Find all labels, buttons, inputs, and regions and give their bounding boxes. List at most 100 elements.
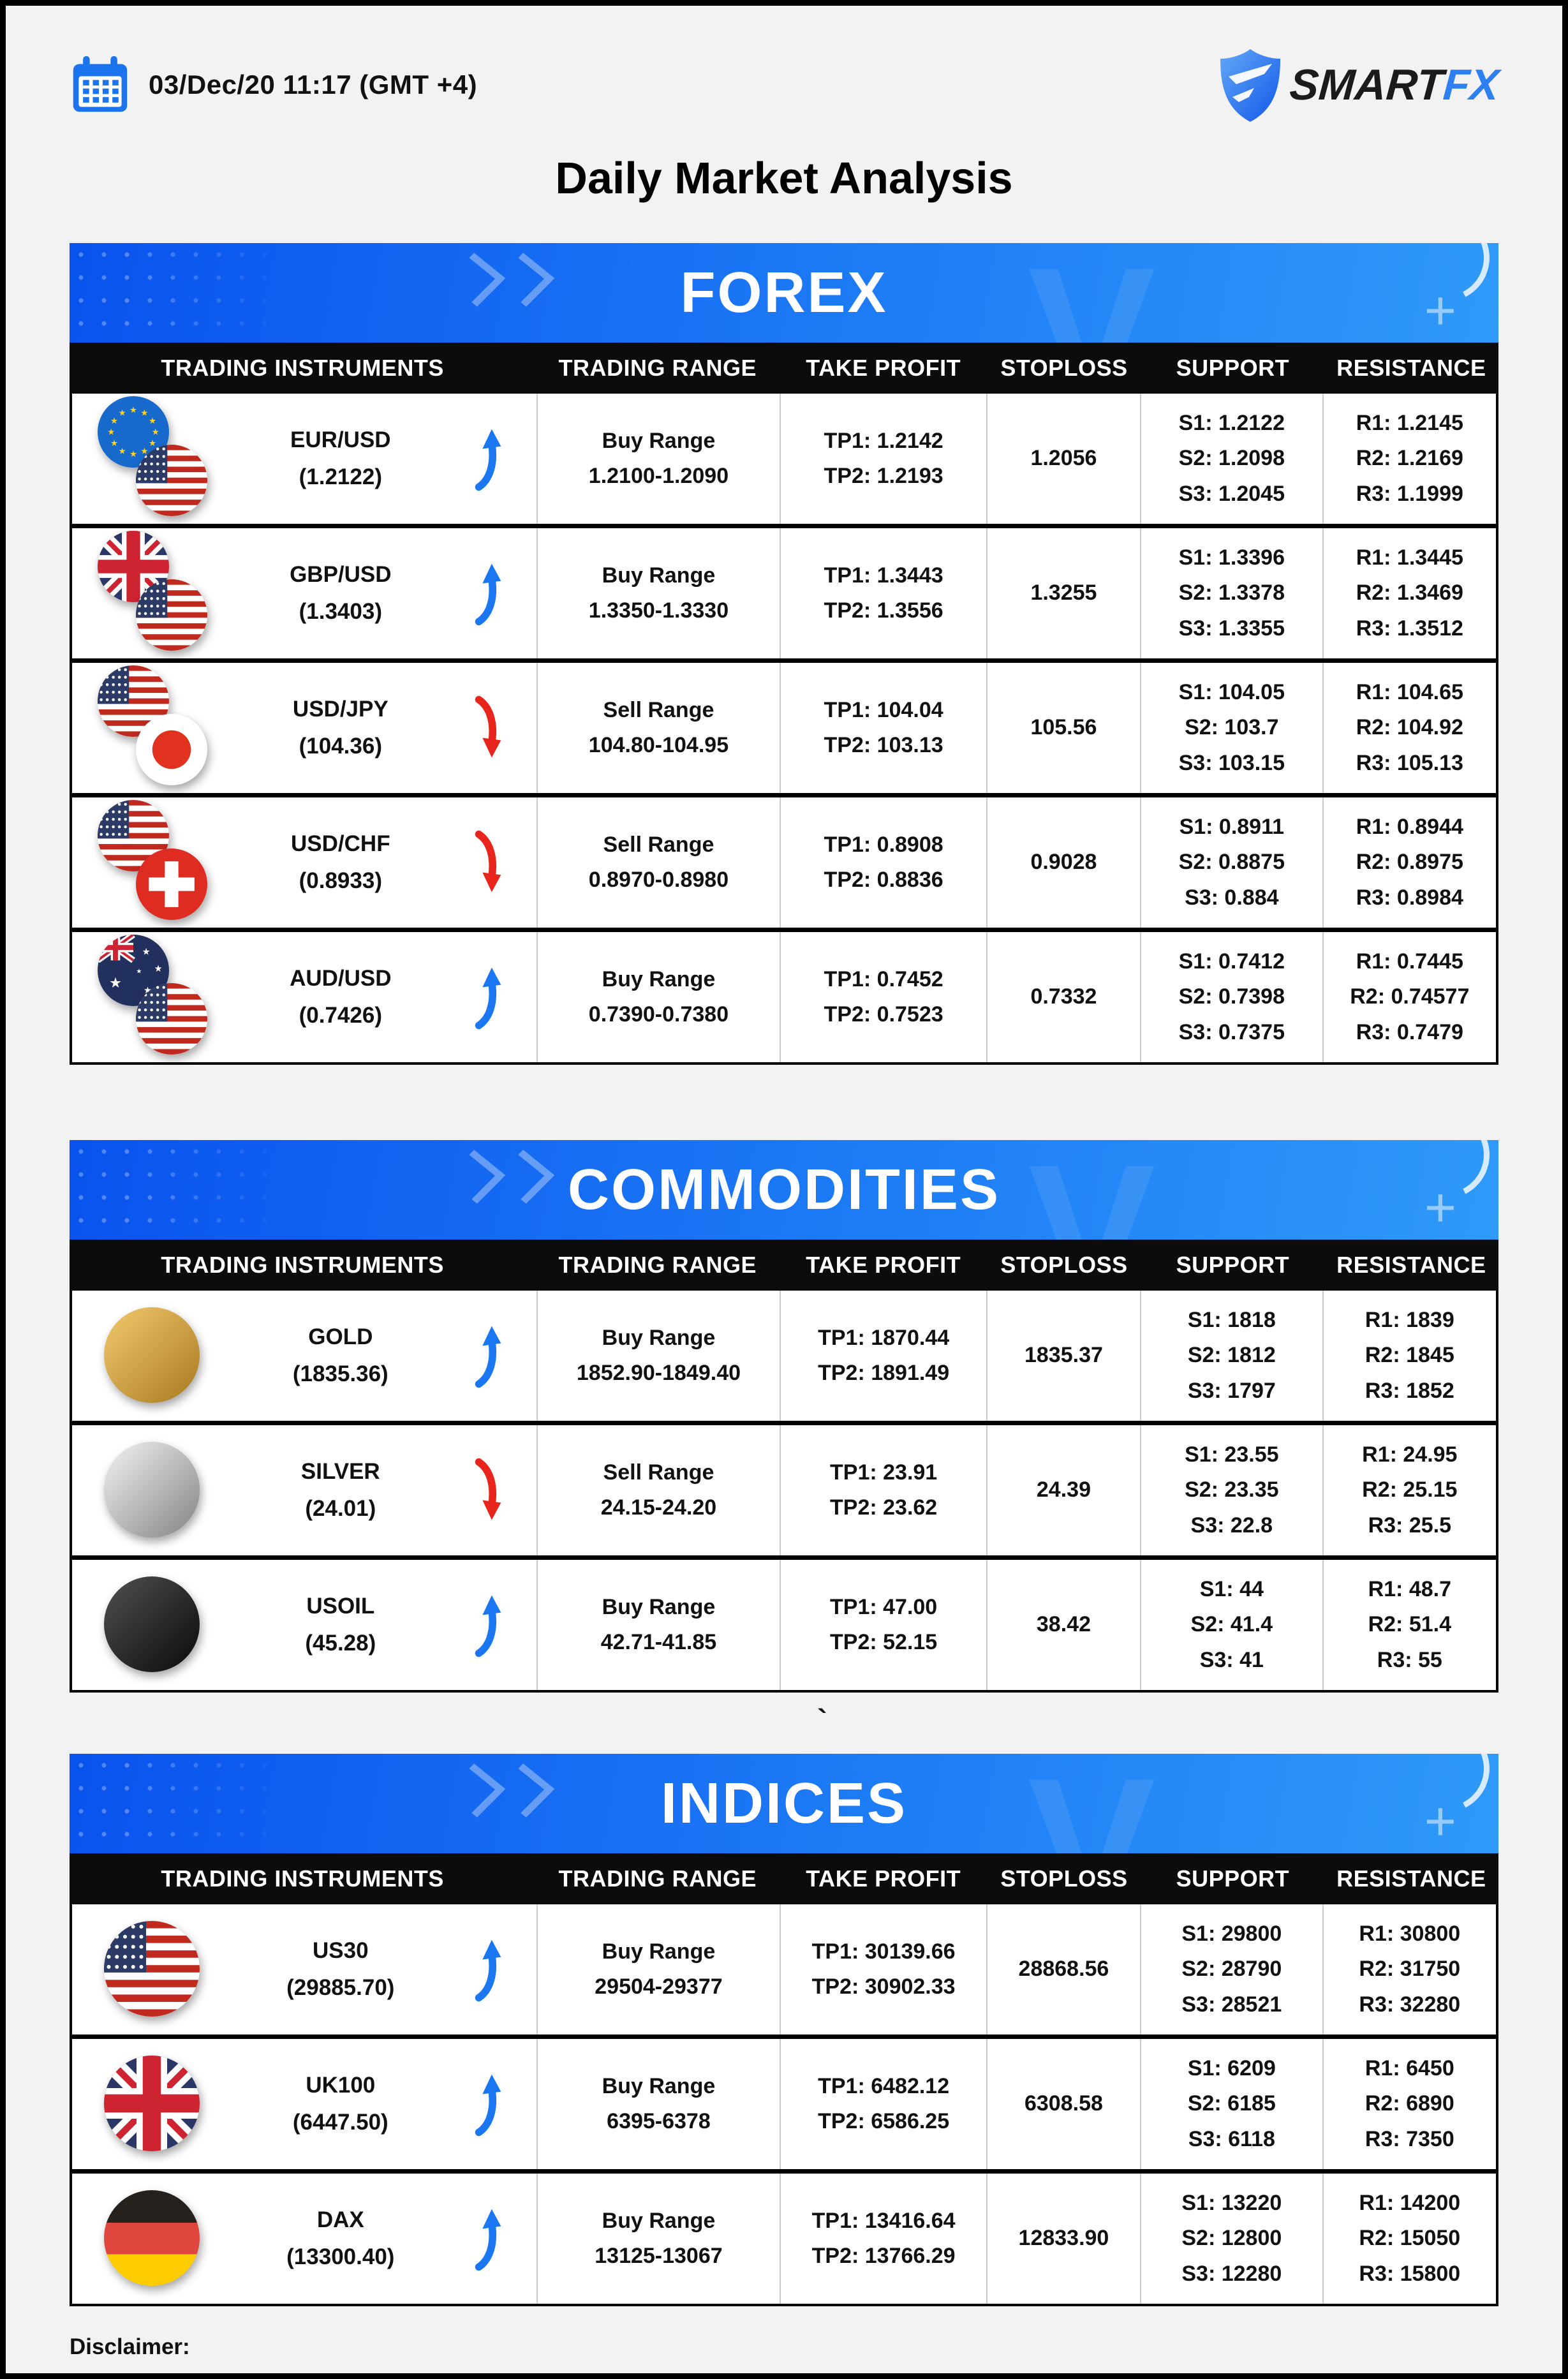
svg-text:★: ★ (152, 427, 159, 436)
instrument-cell: GBP/USD (1.3403) (72, 528, 536, 658)
column-header-stoploss: STOPLOSS (1000, 355, 1128, 381)
up-arrow-icon (470, 2068, 507, 2140)
instrument-name: GBP/USD (290, 561, 392, 587)
resistance-cell: R1: 6450 R2: 6890 R3: 7350 (1322, 2039, 1496, 2169)
us-flag-icon (98, 800, 169, 871)
svg-text:★: ★ (107, 427, 115, 436)
take-profit-line: TP1: 0.8908 (824, 832, 943, 857)
up-arrow-icon (470, 422, 507, 495)
uk-flag-icon (104, 2056, 200, 2151)
table-body: US30 (29885.70) Buy Range 29504-29377 TP1: 3… (70, 1904, 1498, 2306)
plus-decor (1424, 1176, 1456, 1240)
stoploss-value: 1835.37 (1024, 1343, 1103, 1368)
stoploss-cell: 24.39 (986, 1425, 1140, 1555)
range-value: 0.8970-0.8980 (588, 868, 729, 892)
table-header: TRADING INSTRUMENTS TRADING RANGE TAKE PRO… (70, 1240, 1498, 1291)
support-cell: S1: 23.55 S2: 23.35 S3: 22.8 (1139, 1425, 1322, 1555)
instrument-name: AUD/USD (290, 965, 392, 991)
svg-text:★: ★ (140, 408, 148, 417)
column-header-trading-range: TRADING RANGE (558, 1865, 757, 1892)
support-line: S2: 0.8875 (1178, 850, 1285, 875)
dots-pattern-decor (70, 1140, 286, 1240)
trading-range-cell: Buy Range 42.71-41.85 (536, 1560, 780, 1690)
resistance-line: R1: 24.95 (1362, 1442, 1458, 1467)
resistance-line: R2: 25.15 (1362, 1478, 1458, 1502)
instrument-name-block: USD/JPY (104.36) (211, 697, 470, 760)
page-title: Daily Market Analysis (555, 153, 1013, 203)
us-flag-icon (104, 1921, 200, 2017)
resistance-line: R2: 31750 (1359, 1957, 1461, 1982)
take-profit-line: TP2: 30902.33 (811, 1975, 956, 1999)
range-value: 104.80-104.95 (588, 733, 729, 757)
commodities-section: COMMODITIES TRADING INSTRUMENTS TRADING R… (70, 1140, 1498, 1693)
support-line: S3: 103.15 (1178, 750, 1285, 775)
instrument-name-block: GOLD (1835.36) (211, 1324, 470, 1388)
table-row-silver: SILVER (24.01) Sell Range 24.15-24.20 TP1: 2… (72, 1425, 1496, 1560)
svg-text:★: ★ (140, 446, 148, 456)
instrument-name-block: US30 (29885.70) (211, 1938, 470, 2001)
take-profit-line: TP1: 0.7452 (824, 967, 943, 991)
range-value: 24.15-24.20 (600, 1495, 717, 1520)
trading-range-cell: Buy Range 13125-13067 (536, 2174, 780, 2304)
up-arrow-icon (470, 1589, 507, 1661)
instrument-cell: SILVER (24.01) (72, 1425, 536, 1555)
svg-text:★: ★ (129, 449, 137, 459)
column-header-trading-instruments: TRADING INSTRUMENTS (161, 1865, 444, 1892)
svg-text:★: ★ (110, 438, 118, 448)
instrument-name: SILVER (300, 1458, 380, 1484)
column-header-trading-range: TRADING RANGE (558, 1252, 757, 1278)
take-profit-line: TP2: 1.3556 (824, 598, 943, 623)
take-profit-line: TP2: 1891.49 (818, 1361, 950, 1385)
instrument-flags: ★ ★ ★ ★ ★ ★ ★ ★ ★ ★ ★ ★ (89, 394, 211, 524)
svg-text:★: ★ (149, 438, 156, 448)
trading-range-cell: Buy Range 1.2100-1.2090 (536, 394, 780, 524)
table-row-us30: US30 (29885.70) Buy Range 29504-29377 TP1: 3… (72, 1904, 1496, 2039)
support-line: S1: 0.7412 (1178, 949, 1285, 974)
table-row-gold: GOLD (1835.36) Buy Range 1852.90-1849.40 TP1… (72, 1291, 1496, 1425)
stoploss-cell: 0.9028 (986, 797, 1140, 928)
take-profit-cell: TP1: 1.3443 TP2: 1.3556 (780, 528, 986, 658)
support-line: S3: 22.8 (1190, 1513, 1273, 1538)
range-value: 0.7390-0.7380 (588, 1002, 729, 1026)
shield-icon (1218, 47, 1282, 122)
trading-range-cell: Buy Range 1852.90-1849.40 (536, 1291, 780, 1421)
instrument-name-block: SILVER (24.01) (211, 1459, 470, 1522)
resistance-line: R3: 0.8984 (1356, 885, 1463, 910)
trading-range-cell: Buy Range 29504-29377 (536, 1904, 780, 2034)
stoploss-cell: 38.42 (986, 1560, 1140, 1690)
dots-pattern-decor (70, 1754, 286, 1853)
svg-text:★: ★ (129, 405, 137, 415)
stoploss-cell: 1.3255 (986, 528, 1140, 658)
resistance-cell: R1: 1839 R2: 1845 R3: 1852 (1322, 1291, 1496, 1421)
take-profit-line: TP2: 6586.25 (818, 2109, 950, 2133)
forex-banner: FOREX (70, 243, 1498, 343)
instrument-name-block: DAX (13300.40) (211, 2207, 470, 2271)
table-header: TRADING INSTRUMENTS TRADING RANGE TAKE PRO… (70, 343, 1498, 394)
stoploss-cell: 105.56 (986, 663, 1140, 793)
table-row-eur-usd: ★ ★ ★ ★ ★ ★ ★ ★ ★ ★ ★ ★ EUR/USD (1.2122) Buy Range 1.21… (72, 394, 1496, 528)
logo-text-smart: SMART (1287, 61, 1445, 109)
support-line: S3: 0.7375 (1178, 1019, 1285, 1044)
take-profit-cell: TP1: 30139.66 TP2: 30902.33 (780, 1904, 986, 2034)
support-line: S2: 1.3378 (1178, 581, 1285, 605)
table-header: TRADING INSTRUMENTS TRADING RANGE TAKE PRO… (70, 1853, 1498, 1904)
support-cell: S1: 1.2122 S2: 1.2098 S3: 1.2045 (1139, 394, 1322, 524)
silver-flag-icon (104, 1442, 200, 1538)
instrument-cell: GOLD (1835.36) (72, 1291, 536, 1421)
instrument-name: GOLD (308, 1324, 373, 1349)
take-profit-line: TP2: 0.8836 (824, 868, 943, 892)
plus-decor (1424, 1790, 1456, 1853)
logo-text-fx: FX (1441, 61, 1500, 109)
section-title: FOREX (680, 260, 888, 325)
resistance-line: R2: 0.74577 (1350, 984, 1470, 1009)
forex-section: FOREX TRADING INSTRUMENTS TRADING RANGE TA… (70, 243, 1498, 1065)
calendar-icon (70, 54, 131, 115)
trading-range-cell: Sell Range 24.15-24.20 (536, 1425, 780, 1555)
column-header-support: SUPPORT (1176, 1252, 1290, 1278)
instrument-price: (13300.40) (286, 2244, 395, 2269)
stoploss-value: 6308.58 (1024, 2091, 1103, 2116)
instrument-name-block: GBP/USD (1.3403) (211, 562, 470, 625)
instrument-flags (89, 797, 211, 928)
take-profit-cell: TP1: 104.04 TP2: 103.13 (780, 663, 986, 793)
